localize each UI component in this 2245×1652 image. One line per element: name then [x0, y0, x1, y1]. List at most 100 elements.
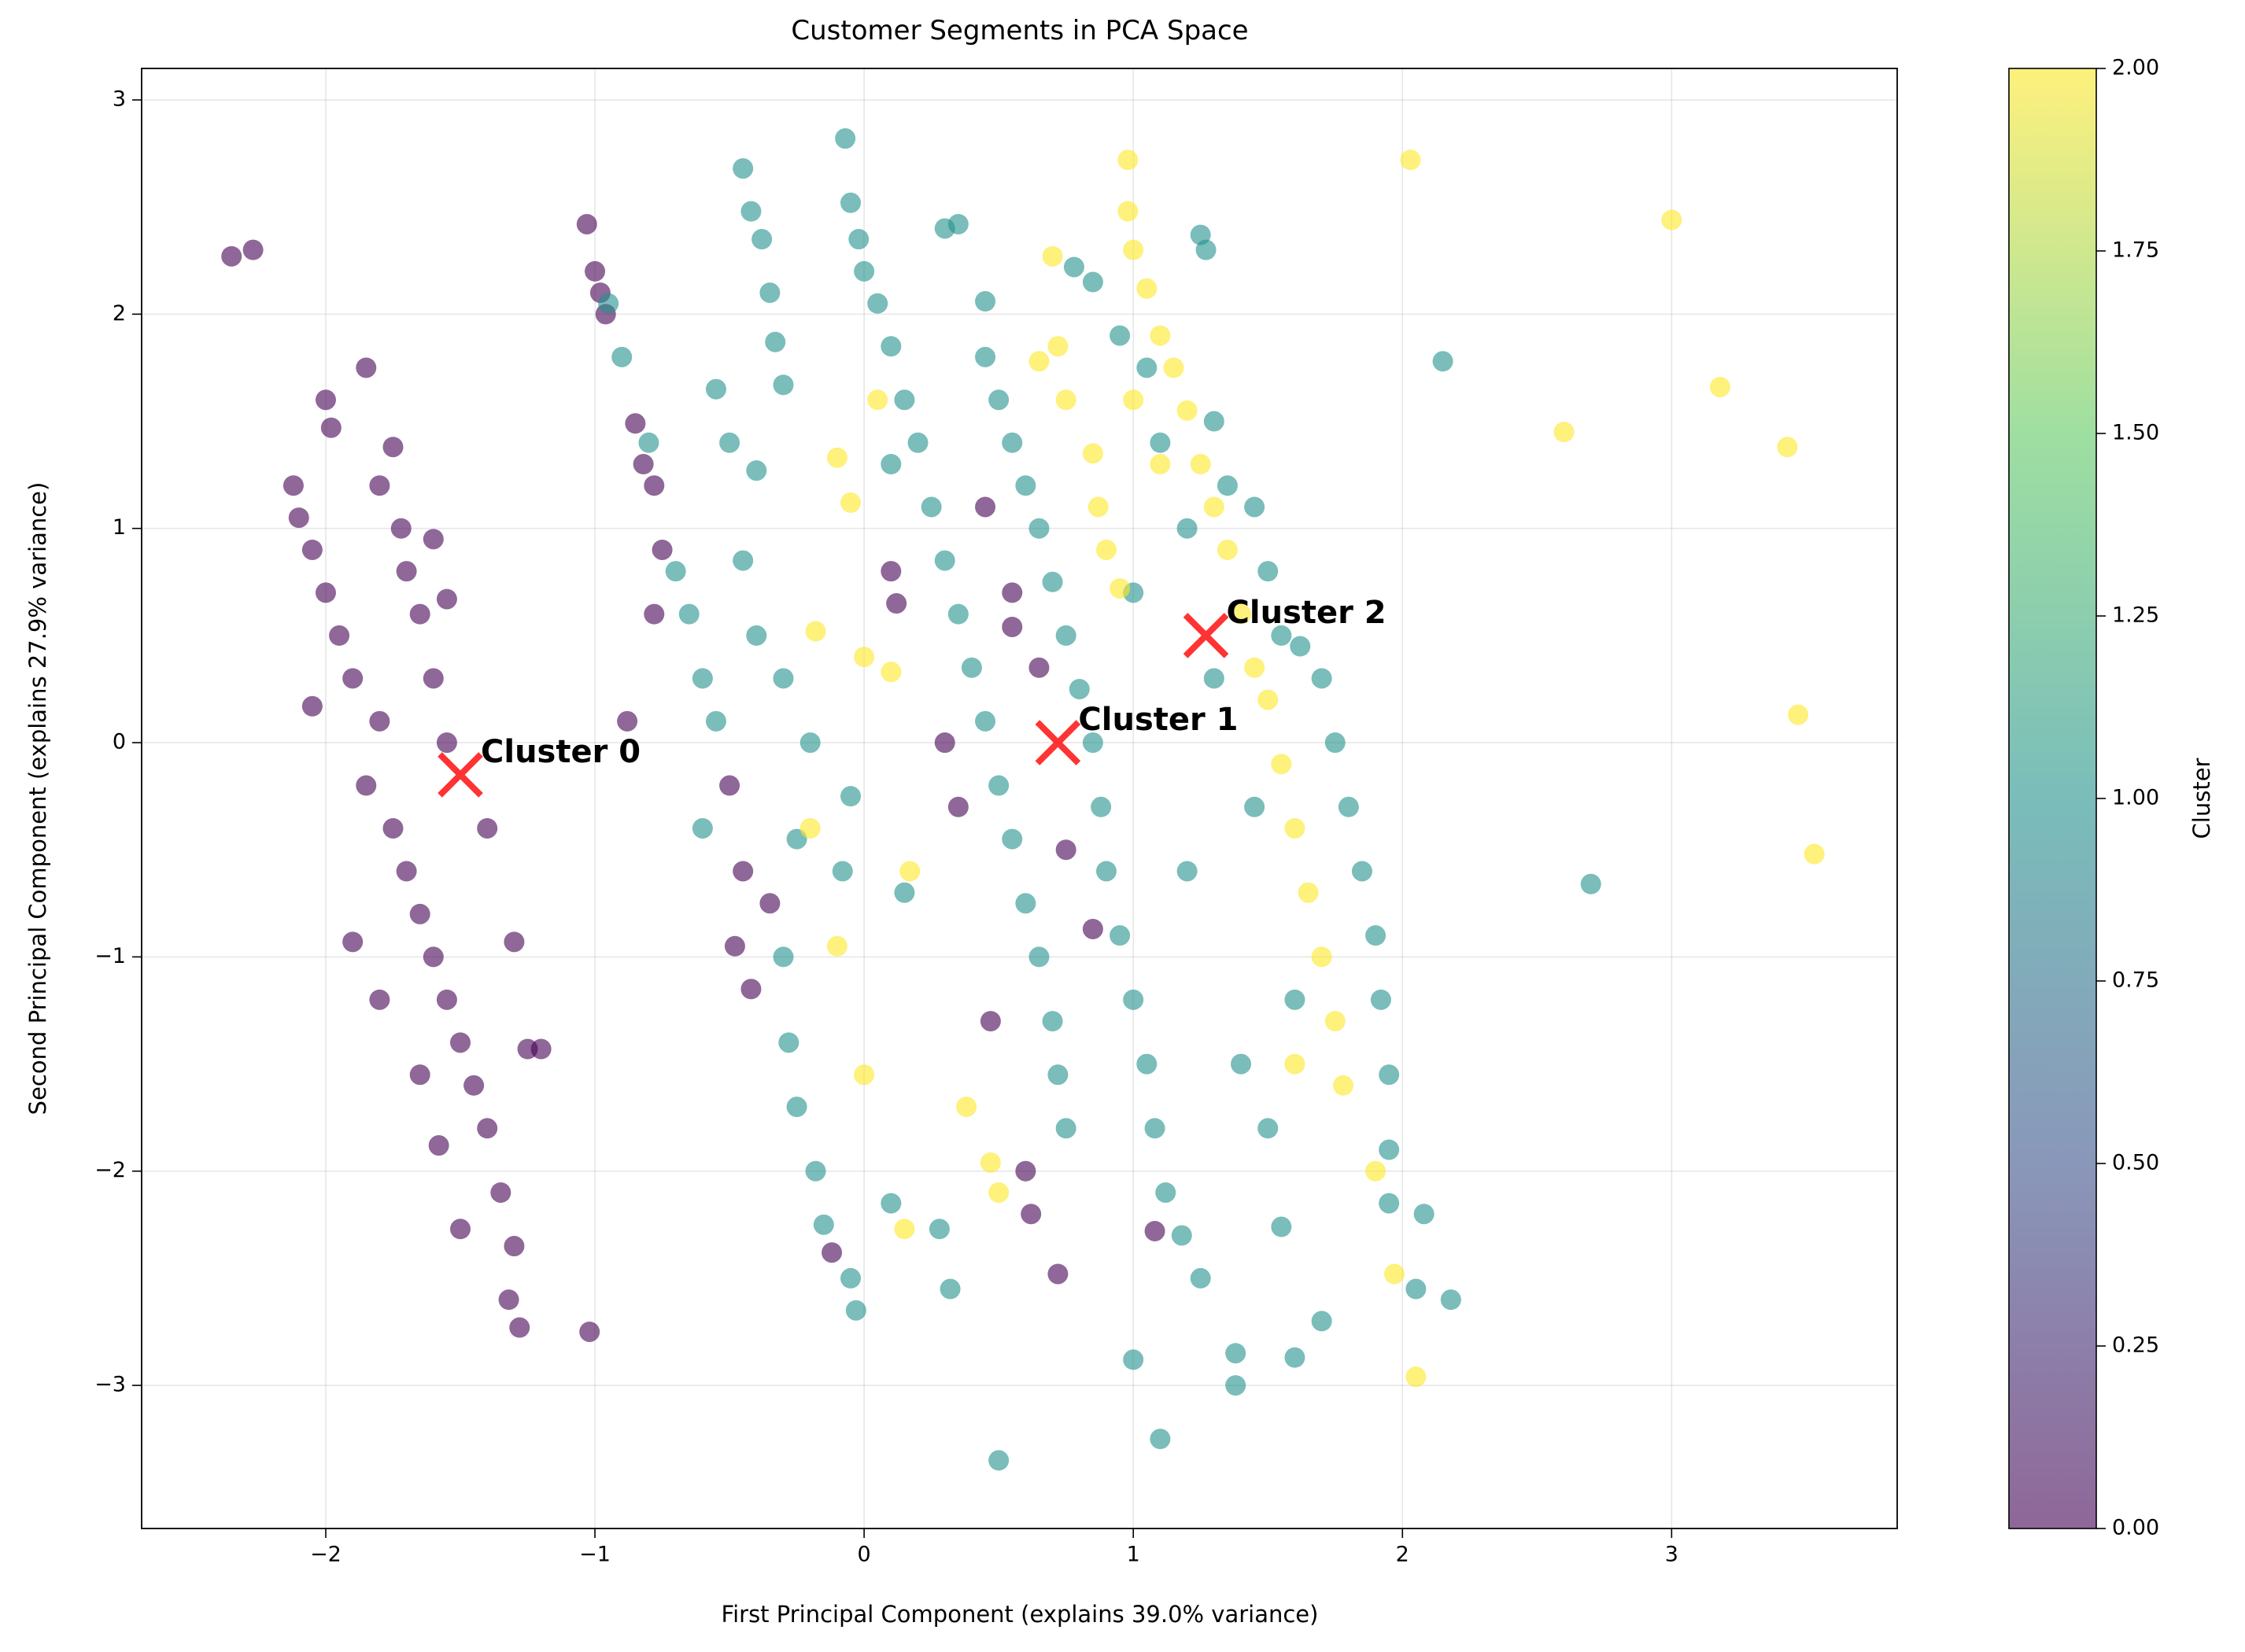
- point: [705, 710, 726, 732]
- y-tick-label: 0: [113, 730, 126, 754]
- grid: [142, 68, 1897, 1528]
- point: [975, 291, 996, 312]
- point: [1176, 861, 1198, 882]
- point: [1095, 539, 1117, 560]
- annotation: Cluster 1: [1078, 702, 1238, 738]
- point: [975, 496, 996, 518]
- point: [1661, 209, 1682, 230]
- point: [778, 1032, 799, 1053]
- point: [1311, 668, 1332, 689]
- point: [840, 492, 862, 514]
- point: [1150, 454, 1171, 475]
- point: [1002, 582, 1023, 603]
- point: [409, 1064, 430, 1086]
- point: [530, 1038, 552, 1060]
- point: [1047, 1263, 1069, 1285]
- point: [1028, 657, 1050, 678]
- point: [773, 374, 794, 396]
- point: [845, 1300, 866, 1321]
- point: [1055, 1118, 1076, 1139]
- point: [867, 389, 888, 411]
- point: [1123, 239, 1144, 260]
- point: [1002, 432, 1023, 453]
- point: [652, 539, 673, 560]
- point: [751, 229, 773, 250]
- point: [881, 336, 902, 357]
- point: [450, 1219, 471, 1240]
- point: [1257, 689, 1279, 710]
- point: [1021, 1204, 1042, 1225]
- x-tick-label: −1: [579, 1543, 611, 1567]
- point: [1413, 1204, 1435, 1225]
- point: [1136, 278, 1158, 299]
- point: [1123, 989, 1144, 1010]
- point: [773, 668, 794, 689]
- point: [719, 432, 740, 453]
- point: [867, 293, 888, 314]
- point: [1002, 828, 1023, 850]
- point: [1432, 351, 1453, 372]
- point: [665, 561, 686, 582]
- point: [692, 817, 713, 839]
- point: [1171, 1225, 1192, 1246]
- point: [576, 213, 597, 234]
- point: [423, 529, 444, 550]
- point: [369, 710, 390, 732]
- point: [988, 389, 1010, 411]
- point: [498, 1289, 519, 1311]
- x-tick-label: −2: [310, 1543, 342, 1567]
- point: [356, 775, 377, 796]
- point: [746, 460, 767, 481]
- point: [678, 603, 700, 625]
- point: [835, 128, 856, 149]
- point: [961, 657, 982, 678]
- point: [644, 475, 665, 496]
- point: [1055, 625, 1076, 646]
- plot-frame: [141, 68, 1898, 1529]
- point: [988, 775, 1010, 796]
- point: [733, 861, 754, 882]
- point: [1136, 357, 1158, 378]
- point: [1055, 389, 1076, 411]
- point: [1311, 946, 1332, 968]
- point: [1400, 149, 1421, 171]
- colorbar-tick-label: 1.25: [2112, 603, 2159, 628]
- point: [1163, 357, 1184, 378]
- point: [1203, 668, 1224, 689]
- point: [1271, 754, 1292, 775]
- point: [746, 625, 767, 646]
- point: [1195, 239, 1217, 260]
- point: [840, 786, 862, 807]
- point: [1015, 1160, 1036, 1182]
- point: [1123, 1349, 1144, 1370]
- point: [1015, 893, 1036, 914]
- point: [644, 603, 665, 625]
- y-tick-label: −3: [94, 1373, 126, 1397]
- point: [1271, 1216, 1292, 1237]
- colorbar: [2008, 68, 2097, 1529]
- point: [894, 389, 915, 411]
- point: [1244, 796, 1265, 817]
- point: [598, 293, 619, 314]
- point: [315, 389, 336, 411]
- point: [1244, 657, 1265, 678]
- colorbar-tick-label: 1.00: [2112, 786, 2159, 810]
- point: [1015, 475, 1036, 496]
- point: [1087, 496, 1109, 518]
- point: [436, 588, 457, 610]
- point: [1082, 732, 1103, 754]
- point: [740, 979, 762, 1000]
- point: [1190, 1267, 1211, 1289]
- point: [1351, 861, 1372, 882]
- point: [724, 935, 745, 957]
- point: [719, 775, 740, 796]
- point: [396, 861, 417, 882]
- point: [1370, 989, 1391, 1010]
- point: [504, 931, 525, 953]
- point: [1082, 443, 1103, 464]
- point: [947, 796, 969, 817]
- point: [409, 903, 430, 924]
- annotation: Cluster 0: [481, 734, 641, 770]
